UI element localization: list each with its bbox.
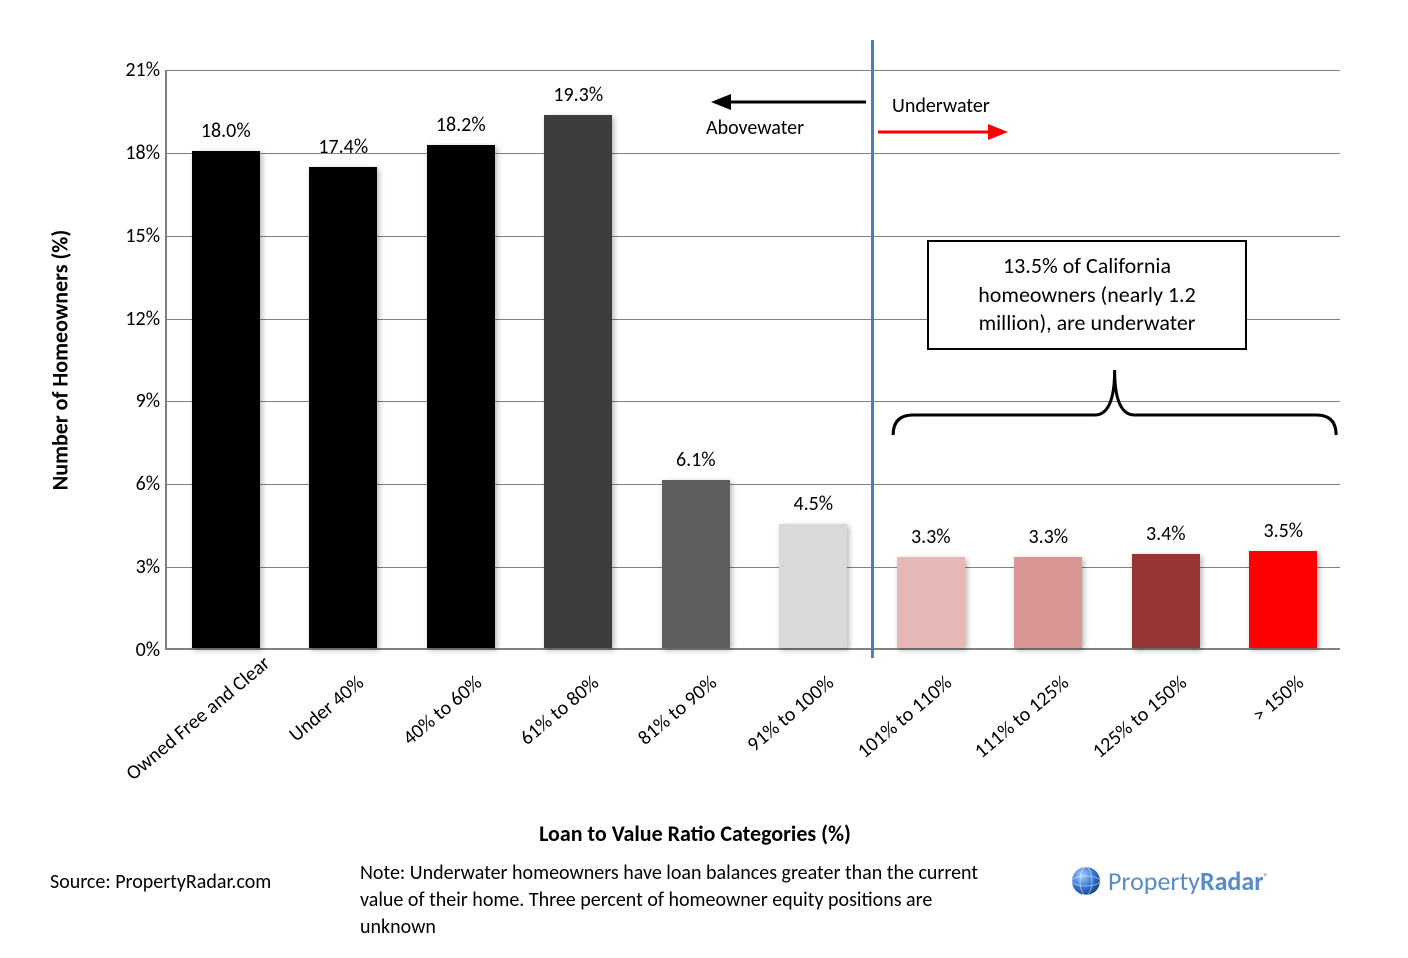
- y-tick-label: 18%: [110, 141, 160, 165]
- logo-text-suffix: Radar: [1200, 865, 1264, 897]
- x-axis-title: Loan to Value Ratio Categories (%): [50, 820, 1340, 847]
- footer-note: Note: Underwater homeowners have loan ba…: [360, 860, 1000, 941]
- x-tick-label: 101% to 110%: [826, 671, 956, 786]
- x-tick-label: Owned Free and Clear: [121, 671, 251, 786]
- x-tick-label: > 150%: [1179, 671, 1309, 786]
- y-tick-label: 21%: [110, 58, 160, 82]
- y-tick-label: 15%: [110, 224, 160, 248]
- plot-area: 18.0%17.4%18.2%19.3%6.1%4.5%3.3%3.3%3.4%…: [165, 70, 1340, 650]
- y-tick-label: 0%: [110, 638, 160, 662]
- y-axis-title: Number of Homeowners (%): [47, 230, 74, 490]
- globe-icon: [1070, 865, 1102, 897]
- y-tick-label: 3%: [110, 555, 160, 579]
- x-tick-label: 61% to 80%: [474, 671, 604, 786]
- propertyradar-logo: PropertyRadar®: [1070, 865, 1269, 897]
- source-text: Source: PropertyRadar.com: [50, 870, 271, 894]
- chart-container: Number of Homeowners (%) 0%3%6%9%12%15%1…: [50, 40, 1358, 918]
- x-tick-label: 81% to 90%: [591, 671, 721, 786]
- x-tick-label: Under 40%: [239, 671, 369, 786]
- y-tick-label: 12%: [110, 307, 160, 331]
- x-tick-label: 125% to 150%: [1061, 671, 1191, 786]
- x-tick-label: 111% to 125%: [944, 671, 1074, 786]
- x-tick-label: 40% to 60%: [356, 671, 486, 786]
- logo-text-prefix: Property: [1108, 865, 1200, 897]
- y-tick-label: 9%: [110, 389, 160, 413]
- brace-icon: [167, 70, 1342, 650]
- y-tick-label: 6%: [110, 472, 160, 496]
- x-tick-label: 91% to 100%: [709, 671, 839, 786]
